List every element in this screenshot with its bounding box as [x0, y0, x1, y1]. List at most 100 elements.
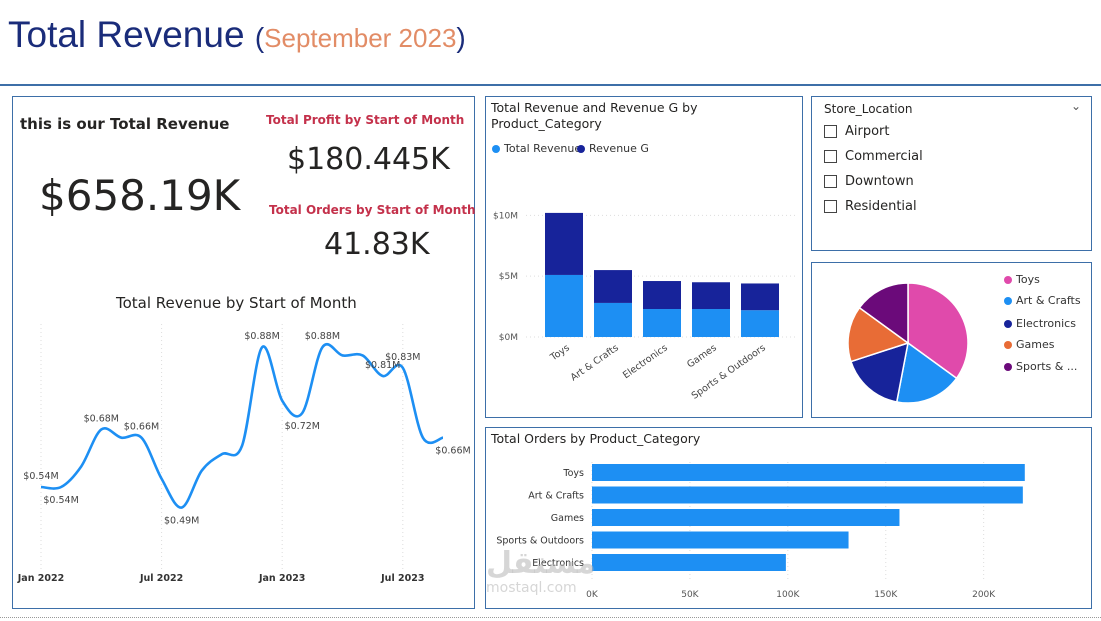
slicer-item-label: Commercial: [845, 149, 923, 164]
pie-legend-games[interactable]: Games: [1004, 338, 1054, 351]
pie-legend-sports[interactable]: Sports & ...: [1004, 360, 1077, 373]
x-tick-label: 150K: [874, 590, 898, 600]
x-tick-label: 0K: [586, 590, 599, 600]
data-label: $0.88M: [244, 331, 279, 342]
stacked-bar-legend-revenue-g[interactable]: Revenue G: [577, 142, 649, 155]
legend-dot: [1004, 319, 1012, 328]
data-label: $0.83M: [385, 352, 420, 363]
page-title-paren-open: (: [254, 22, 265, 53]
data-label: $0.72M: [285, 421, 320, 432]
pie-slice: [907, 282, 969, 380]
slicer-item-label: Airport: [845, 124, 890, 139]
checkbox[interactable]: [824, 200, 837, 213]
bar-total-revenue: [741, 310, 779, 337]
kpi-panel[interactable]: this is our Total Revenue $658.19K Total…: [12, 96, 476, 609]
pie-legend-toys[interactable]: Toys: [1004, 273, 1040, 286]
checkbox[interactable]: [824, 125, 837, 138]
revenue-by-category-panel[interactable]: Total Revenue and Revenue G by Product_C…: [485, 96, 803, 418]
x-tick-label: Electronics: [621, 342, 670, 381]
data-label: $0.66M: [124, 422, 159, 433]
hbar: [592, 531, 849, 549]
bottom-divider: [0, 617, 1101, 618]
y-tick-label: Electronics: [532, 558, 584, 569]
legend-dot: [1004, 296, 1012, 305]
orders-hbar-chart[interactable]: 0K 50K 100K 150K 200K Toys Art & Crafts Games Sp…: [486, 448, 1090, 608]
x-tick-label: Art & Crafts: [569, 342, 621, 383]
page-title: Total Revenue (September 2023): [8, 14, 466, 56]
watermark-logo: مستقل: [486, 546, 596, 581]
y-tick-label: Games: [551, 513, 584, 524]
bar-revenue-g: [643, 281, 681, 310]
slicer-item-airport[interactable]: Airport: [824, 124, 890, 139]
pie-slice: [849, 341, 909, 403]
pie-chart[interactable]: [832, 265, 972, 415]
bar-revenue-g: [545, 212, 583, 275]
data-label: $0.81M: [365, 360, 400, 371]
bar-total-revenue: [545, 274, 583, 337]
page-title-subtitle: September 2023: [264, 23, 457, 53]
y-tick-label: $10M: [493, 211, 518, 221]
x-tick-label: 50K: [681, 590, 699, 600]
slicer-item-residential[interactable]: Residential: [824, 199, 917, 214]
page-title-paren-close: ): [456, 22, 466, 53]
data-label: $0.88M: [305, 331, 340, 342]
y-tick-label: $0M: [499, 333, 518, 343]
x-tick-label: Jan 2022: [17, 573, 64, 584]
legend-dot-total-revenue: [492, 144, 500, 153]
revenue-line-chart[interactable]: Jan 2022 Jul 2022 Jan 2023 Jul 2023 $0.54M $0…: [13, 309, 473, 609]
slicer-item-downtown[interactable]: Downtown: [824, 174, 914, 189]
total-revenue-label: this is our Total Revenue: [20, 115, 230, 133]
legend-label: Art & Crafts: [1016, 294, 1081, 307]
legend-label: Sports & ...: [1016, 360, 1078, 373]
slicer-item-commercial[interactable]: Commercial: [824, 149, 923, 164]
x-tick-label: Jan 2023: [258, 573, 305, 584]
x-tick-label: 100K: [776, 590, 800, 600]
x-tick-label: Jul 2023: [380, 573, 424, 584]
chevron-down-icon[interactable]: ⌄: [1070, 99, 1081, 113]
report-header: Total Revenue (September 2023): [0, 0, 1101, 86]
hbar: [592, 486, 1023, 504]
pie-chart-panel[interactable]: Toys Art & Crafts Electronics Games Spor…: [811, 262, 1092, 418]
y-tick-label: Sports & Outdoors: [496, 536, 584, 547]
stacked-bar-legend-total[interactable]: Total Revenue: [492, 142, 581, 155]
x-tick-label: 200K: [972, 590, 996, 600]
line-chart-title: Total Revenue by Start of Month: [116, 294, 357, 312]
total-revenue-value: $658.19K: [39, 171, 241, 220]
hbar-title: Total Orders by Product_Category: [491, 431, 701, 446]
pie-legend-electronics[interactable]: Electronics: [1004, 317, 1076, 330]
data-label: $0.66M: [435, 446, 470, 457]
revenue-series-line: [40, 342, 444, 509]
hbar: [592, 509, 900, 526]
bar-total-revenue: [643, 309, 681, 337]
total-profit-value: $180.445K: [287, 142, 450, 177]
checkbox[interactable]: [824, 150, 837, 163]
watermark-url: mostaql.com: [486, 580, 577, 596]
slicer-title: Store_Location: [824, 102, 913, 116]
legend-label: Games: [1016, 338, 1055, 351]
legend-label: Electronics: [1016, 317, 1076, 330]
x-tick-label: Toys: [548, 342, 572, 363]
legend-label-revenue-g: Revenue G: [589, 142, 649, 155]
data-label: $0.54M: [43, 495, 78, 506]
total-orders-value: 41.83K: [324, 227, 430, 262]
hbar: [592, 464, 1025, 481]
store-location-slicer[interactable]: Store_Location ⌄ Airport Commercial Down…: [811, 96, 1092, 251]
y-tick-label: $5M: [499, 272, 518, 282]
bar-total-revenue: [594, 302, 632, 337]
orders-by-category-panel[interactable]: Total Orders by Product_Category 0K 50K 10…: [485, 427, 1092, 609]
bar-revenue-g: [594, 270, 632, 303]
y-tick-label: Toys: [562, 468, 584, 479]
slicer-item-label: Residential: [845, 199, 917, 214]
total-profit-label: Total Profit by Start of Month: [266, 113, 465, 127]
total-orders-label: Total Orders by Start of Month: [269, 203, 476, 217]
legend-dot: [1004, 340, 1012, 349]
pie-slice: [858, 282, 909, 345]
watermark: مستقل mostaql.com: [486, 546, 596, 597]
data-label: $0.54M: [23, 471, 58, 482]
bar-revenue-g: [692, 282, 730, 310]
pie-legend-art-crafts[interactable]: Art & Crafts: [1004, 294, 1081, 307]
pie-slice: [895, 341, 958, 404]
checkbox[interactable]: [824, 175, 837, 188]
legend-dot-revenue-g: [577, 144, 585, 153]
